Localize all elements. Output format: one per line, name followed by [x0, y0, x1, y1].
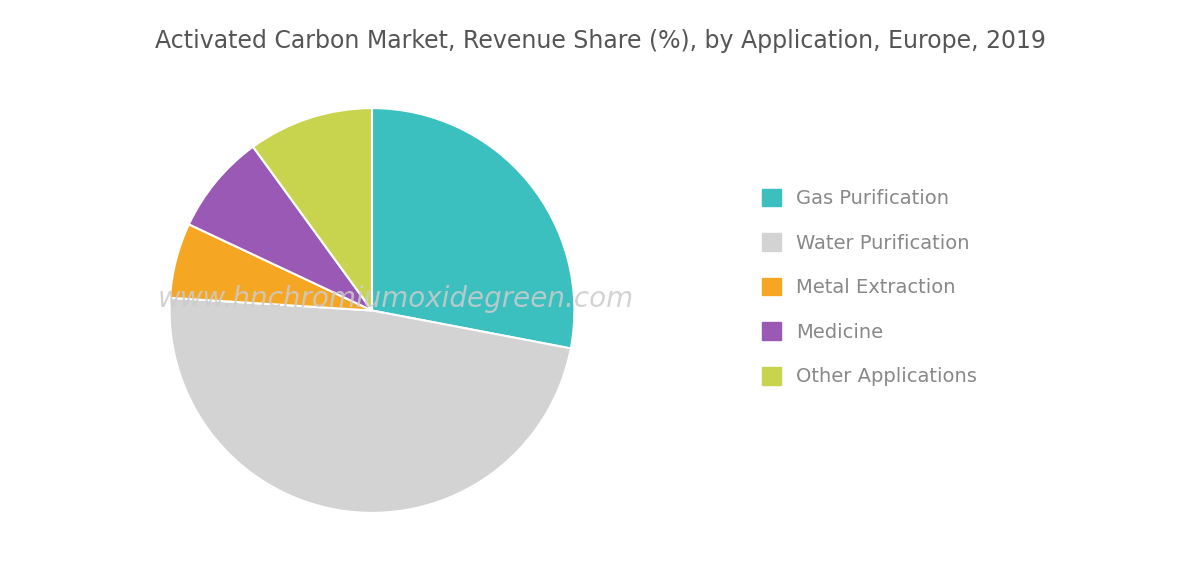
Text: Activated Carbon Market, Revenue Share (%), by Application, Europe, 2019: Activated Carbon Market, Revenue Share (… [155, 29, 1045, 53]
Wedge shape [372, 108, 575, 348]
Wedge shape [169, 298, 571, 513]
Wedge shape [170, 224, 372, 310]
Wedge shape [188, 147, 372, 310]
Legend: Gas Purification, Water Purification, Metal Extraction, Medicine, Other Applicat: Gas Purification, Water Purification, Me… [754, 181, 985, 394]
Wedge shape [253, 108, 372, 310]
Text: www.hnchromiumoxidegreen.com: www.hnchromiumoxidegreen.com [158, 285, 634, 313]
